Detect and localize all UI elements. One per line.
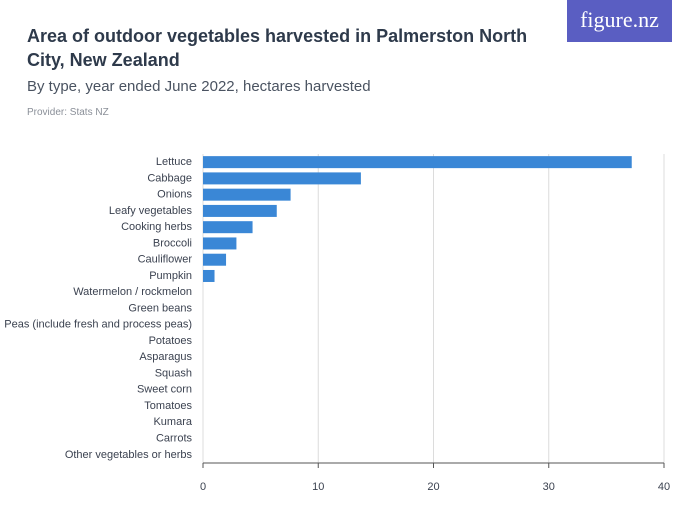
y-tick-label: Lettuce (156, 156, 192, 168)
y-tick-label: Cooking herbs (121, 221, 192, 233)
y-tick-label: Sweet corn (137, 384, 192, 396)
y-tick-label: Green beans (128, 302, 192, 314)
x-tick-label: 0 (200, 481, 206, 493)
y-tick-label: Potatoes (149, 335, 193, 347)
y-tick-label: Leafy vegetables (109, 205, 193, 217)
y-tick-label: Other vegetables or herbs (65, 449, 193, 461)
bar (203, 204, 277, 217)
bar (203, 172, 361, 185)
x-tick-label: 20 (427, 481, 439, 493)
y-tick-label: Carrots (156, 433, 193, 445)
y-tick-label: Pumpkin (149, 270, 192, 282)
bar (203, 221, 253, 234)
y-tick-label: Squash (155, 367, 192, 379)
y-tick-label: Asparagus (139, 351, 192, 363)
bar (203, 269, 215, 282)
bar (203, 156, 632, 169)
source: Provider: Stats NZ (27, 107, 109, 118)
y-tick-label: Tomatoes (144, 400, 192, 412)
y-tick-label: Kumara (153, 416, 192, 428)
logo[interactable]: figure.nz (567, 0, 672, 42)
y-tick-label: Onions (157, 189, 192, 201)
y-tick-label: Peas (include fresh and process peas) (4, 319, 192, 331)
x-tick-label: 10 (312, 481, 324, 493)
bar (203, 237, 237, 250)
y-tick-label: Cabbage (147, 172, 192, 184)
y-tick-label: Broccoli (153, 237, 192, 249)
y-tick-label: Cauliflower (138, 254, 193, 266)
chart-title: Area of outdoor vegetables harvested in … (27, 26, 528, 70)
x-tick-label: 30 (543, 481, 555, 493)
y-tick-label: Watermelon / rockmelon (73, 286, 192, 298)
x-tick-label: 40 (658, 481, 670, 493)
bar (203, 253, 227, 266)
chart-subtitle: By type, year ended June 2022, hectares … (27, 78, 371, 95)
bar (203, 188, 291, 201)
